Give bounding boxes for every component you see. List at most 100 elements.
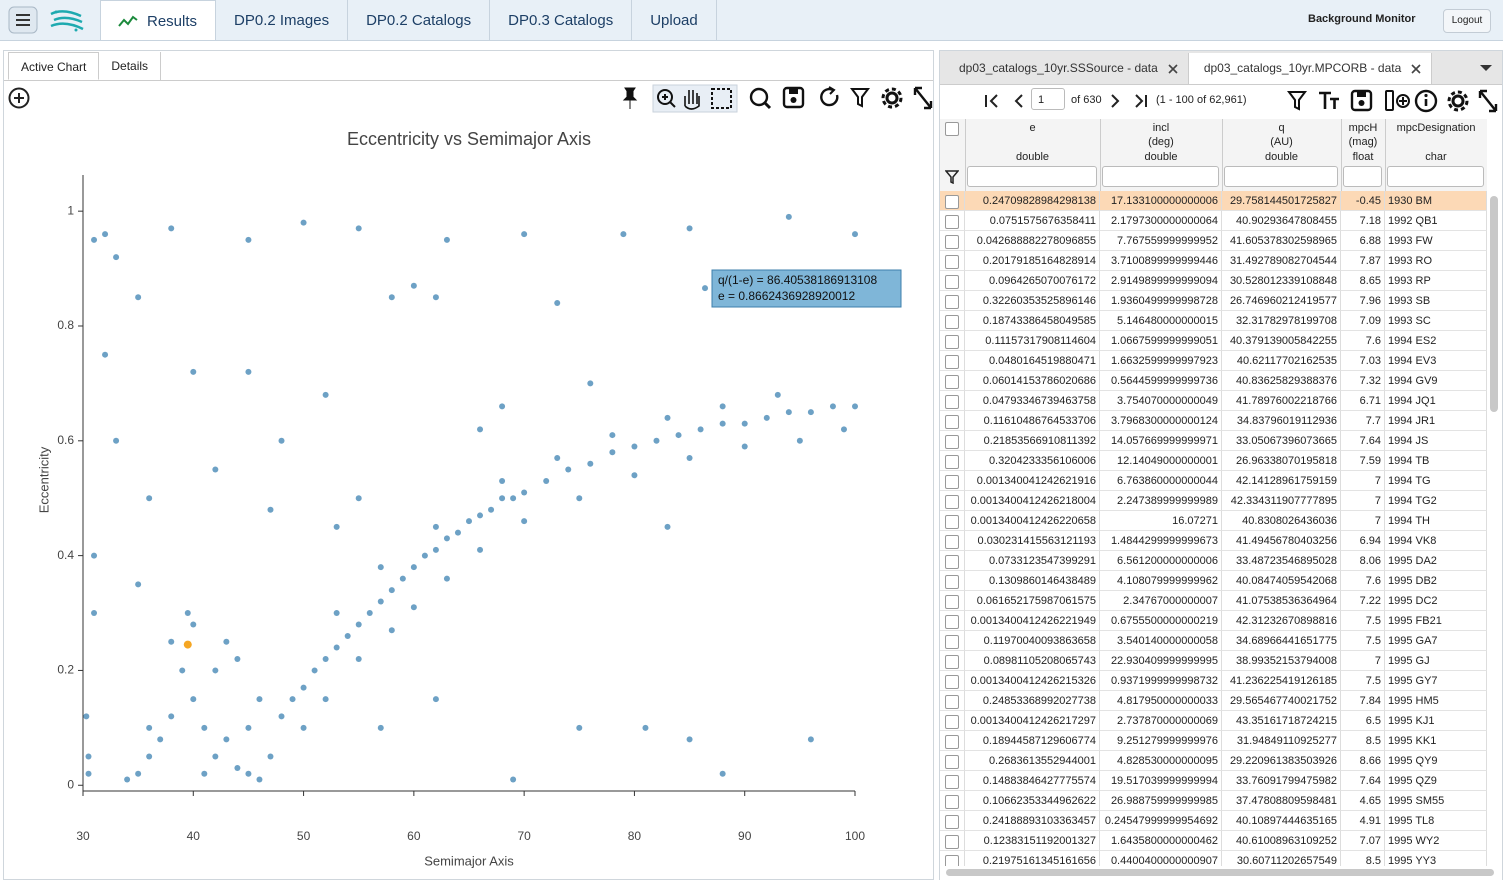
table-cell[interactable]: 0.0964265070076172 — [965, 271, 1100, 291]
tab-menu[interactable] — [1478, 62, 1494, 74]
table-cell[interactable]: 0.0013400412426215326 — [965, 671, 1100, 691]
row-checkbox[interactable] — [945, 355, 959, 369]
table-cell[interactable]: 1995 DC2 — [1385, 591, 1487, 611]
table-cell[interactable]: 40.62117702162535 — [1222, 351, 1341, 371]
table-cell[interactable]: 7.84 — [1341, 691, 1385, 711]
table-cell[interactable]: 1993 RP — [1385, 271, 1487, 291]
table-tab[interactable]: dp03_catalogs_10yr.SSSource - data — [944, 53, 1189, 84]
table-cell[interactable]: 7 — [1341, 491, 1385, 511]
table-cell[interactable]: 0.0013400412426218004 — [965, 491, 1100, 511]
table-cell[interactable]: 0.5644599999999736 — [1100, 371, 1222, 391]
table-cell[interactable]: 7.7 — [1341, 411, 1385, 431]
table-cell[interactable]: 33.76091799475982 — [1222, 771, 1341, 791]
col-filter[interactable] — [1224, 166, 1338, 187]
table-cell[interactable]: 3.540140000000058 — [1100, 631, 1222, 651]
table-cell[interactable]: 7 — [1341, 471, 1385, 491]
table-cell[interactable]: 4.65 — [1341, 791, 1385, 811]
table-cell[interactable]: 1.6632599999997923 — [1100, 351, 1222, 371]
row-checkbox[interactable] — [945, 195, 959, 209]
row-checkbox[interactable] — [945, 315, 959, 329]
table-cell[interactable]: 0.0013400412426217297 — [965, 711, 1100, 731]
table-cell[interactable]: 0.10662353344962622 — [965, 791, 1100, 811]
table-cell[interactable]: 6.88 — [1341, 231, 1385, 251]
table-cell[interactable]: 43.35161718724215 — [1222, 711, 1341, 731]
nav-tab[interactable]: Upload — [632, 0, 717, 40]
table-cell[interactable]: 3.754070000000049 — [1100, 391, 1222, 411]
table-cell[interactable]: 7.96 — [1341, 291, 1385, 311]
table-cell[interactable]: 34.68966441651775 — [1222, 631, 1341, 651]
table-cell[interactable]: 3.7968300000000124 — [1100, 411, 1222, 431]
table-cell[interactable]: 1.0667599999999051 — [1100, 331, 1222, 351]
row-checkbox[interactable] — [945, 335, 959, 349]
table-cell[interactable]: 7.64 — [1341, 771, 1385, 791]
table-cell[interactable]: 6.561200000000006 — [1100, 551, 1222, 571]
table-cell[interactable]: 1994 TH — [1385, 511, 1487, 531]
table-cell[interactable]: 34.83796019112936 — [1222, 411, 1341, 431]
table-cell[interactable]: 7.5 — [1341, 611, 1385, 631]
table-cell[interactable]: 0.2683613552944001 — [965, 751, 1100, 771]
table-cell[interactable]: 7.87 — [1341, 251, 1385, 271]
table-cell[interactable]: 1.6435800000000462 — [1100, 831, 1222, 851]
table-cell[interactable]: 40.379139005842255 — [1222, 331, 1341, 351]
table-cell[interactable]: 1994 JS — [1385, 431, 1487, 451]
table-cell[interactable]: 8.65 — [1341, 271, 1385, 291]
table-cell[interactable]: 1992 QB1 — [1385, 211, 1487, 231]
table-cell[interactable]: 1995 HM5 — [1385, 691, 1487, 711]
table-cell[interactable]: 12.14049000000001 — [1100, 451, 1222, 471]
table-cell[interactable]: 40.8308026436036 — [1222, 511, 1341, 531]
row-checkbox[interactable] — [945, 675, 959, 689]
table-cell[interactable]: 0.21853566910811392 — [965, 431, 1100, 451]
table-cell[interactable]: 41.78976002218766 — [1222, 391, 1341, 411]
row-checkbox[interactable] — [945, 755, 959, 769]
row-checkbox[interactable] — [945, 375, 959, 389]
table-cell[interactable]: 0.0480164519880471 — [965, 351, 1100, 371]
row-checkbox[interactable] — [945, 395, 959, 409]
row-checkbox[interactable] — [945, 455, 959, 469]
table-cell[interactable]: 7.22 — [1341, 591, 1385, 611]
table-cell[interactable]: 33.05067396073665 — [1222, 431, 1341, 451]
row-checkbox[interactable] — [945, 835, 959, 849]
page-input[interactable]: 1 — [1031, 88, 1065, 110]
table-cell[interactable]: 1995 SM55 — [1385, 791, 1487, 811]
table-cell[interactable]: 19.517039999999994 — [1100, 771, 1222, 791]
table-cell[interactable]: 1.4844299999999673 — [1100, 531, 1222, 551]
table-cell[interactable]: 41.605378302598965 — [1222, 231, 1341, 251]
table-cell[interactable]: 1.9360499999998728 — [1100, 291, 1222, 311]
row-checkbox[interactable] — [945, 495, 959, 509]
row-checkbox[interactable] — [945, 715, 959, 729]
table-cell[interactable]: 31.492789082704544 — [1222, 251, 1341, 271]
nav-tab[interactable]: DP0.2 Images — [216, 0, 349, 40]
table-cell[interactable]: 1994 JQ1 — [1385, 391, 1487, 411]
table-cell[interactable]: 29.220961383503926 — [1222, 751, 1341, 771]
col-filter[interactable] — [967, 166, 1097, 187]
table-cell[interactable]: 22.930409999999995 — [1100, 651, 1222, 671]
table-cell[interactable]: 40.08474059542068 — [1222, 571, 1341, 591]
table-cell[interactable]: 0.0733123547399291 — [965, 551, 1100, 571]
row-checkbox[interactable] — [945, 475, 959, 489]
table-cell[interactable]: 1994 VK8 — [1385, 531, 1487, 551]
table-cell[interactable]: 7.07 — [1341, 831, 1385, 851]
table-cell[interactable]: 4.828530000000095 — [1100, 751, 1222, 771]
table-cell[interactable]: 0.3204233356106006 — [965, 451, 1100, 471]
col-filter[interactable] — [1387, 166, 1484, 187]
table-cell[interactable]: 1995 GA7 — [1385, 631, 1487, 651]
table-cell[interactable]: 0.14883846427775574 — [965, 771, 1100, 791]
table-cell[interactable]: 41.236225419126185 — [1222, 671, 1341, 691]
table-cell[interactable]: 8.5 — [1341, 731, 1385, 751]
table-cell[interactable]: 1930 BM — [1385, 191, 1487, 211]
table-cell[interactable]: 41.49456780403256 — [1222, 531, 1341, 551]
table-cell[interactable]: 1994 TB — [1385, 451, 1487, 471]
table-cell[interactable]: 1995 GY7 — [1385, 671, 1487, 691]
row-checkbox[interactable] — [945, 295, 959, 309]
table-cell[interactable]: 2.247389999999989 — [1100, 491, 1222, 511]
table-cell[interactable]: 0.030231415563121193 — [965, 531, 1100, 551]
table-cell[interactable]: 0.24709828984298138 — [965, 191, 1100, 211]
table-cell[interactable]: 3.7100899999999446 — [1100, 251, 1222, 271]
table-cell[interactable]: -0.45 — [1341, 191, 1385, 211]
table-cell[interactable]: 6.94 — [1341, 531, 1385, 551]
table-cell[interactable]: 5.146480000000015 — [1100, 311, 1222, 331]
table-cell[interactable]: 1994 ES2 — [1385, 331, 1487, 351]
table-cell[interactable]: 0.11970040093863658 — [965, 631, 1100, 651]
table-cell[interactable]: 0.08981105208065743 — [965, 651, 1100, 671]
table-cell[interactable]: 1994 JR1 — [1385, 411, 1487, 431]
